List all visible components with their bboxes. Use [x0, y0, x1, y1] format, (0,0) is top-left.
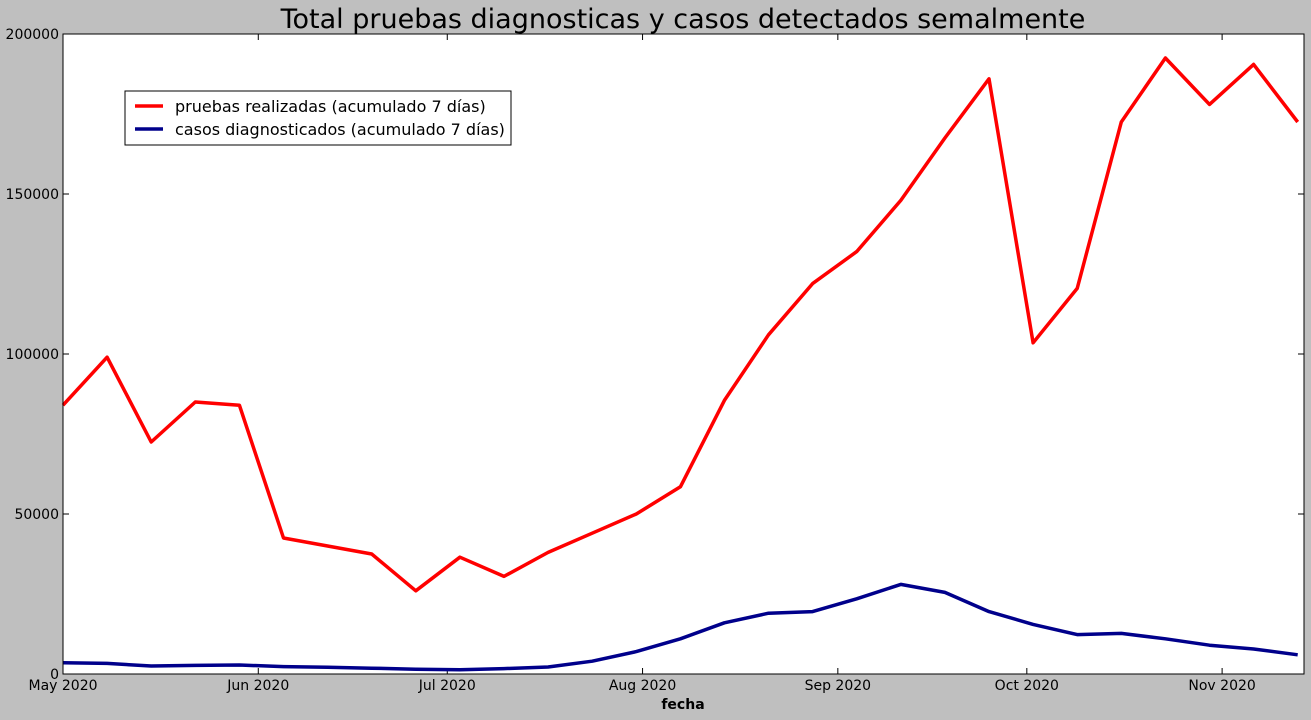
x-tick-label: May 2020 — [28, 678, 97, 694]
legend-frame — [124, 90, 512, 146]
y-tick-label: 200000 — [6, 27, 59, 43]
y-tick-label: 0 — [50, 667, 59, 683]
series-line-1 — [61, 56, 1300, 593]
x-tick-label: Jul 2020 — [418, 678, 476, 694]
y-tick-label: 150000 — [6, 187, 59, 203]
y-tick-label: 50000 — [14, 507, 59, 523]
legend: pruebas realizadas (acumulado 7 días) cas… — [124, 90, 512, 146]
x-tick-label: Sep 2020 — [805, 678, 871, 694]
x-tick-label: Nov 2020 — [1188, 678, 1255, 694]
series-lines — [61, 56, 1300, 672]
legend-label-2: casos diagnosticados (acumulado 7 días) — [175, 120, 505, 139]
x-axis: May 2020 Jun 2020 Jul 2020 Aug 2020 Sep 2020… — [28, 34, 1256, 694]
chart-title: Total pruebas diagnosticas y casos detec… — [280, 4, 1086, 35]
y-axis: 0 50000 100000 150000 200000 — [6, 27, 1304, 683]
y-tick-label: 100000 — [6, 347, 59, 363]
plot-frame — [62, 33, 1305, 675]
series-line-2 — [62, 582, 1298, 672]
x-tick-label: Aug 2020 — [609, 678, 676, 694]
x-axis-label: fecha — [661, 697, 704, 713]
x-tick-label: Jun 2020 — [226, 678, 289, 694]
x-tick-label: Oct 2020 — [995, 678, 1059, 694]
legend-label-1: pruebas realizadas (acumulado 7 días) — [175, 97, 486, 116]
